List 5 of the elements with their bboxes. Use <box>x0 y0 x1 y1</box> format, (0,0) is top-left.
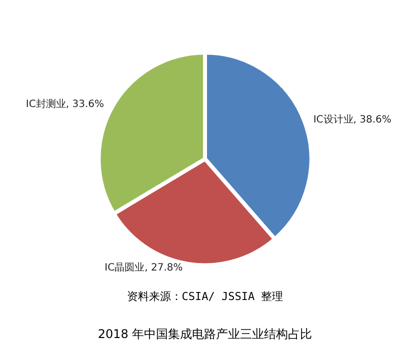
text: 资料来源：CSIA/ JSSIA 整理 <box>126 290 284 303</box>
slice-label: IC设计业, 38.6% <box>313 114 392 126</box>
text: 2018 年中国集成电路产业三业结构占比 <box>98 327 312 341</box>
slice-label: IC封测业, 33.6% <box>26 98 104 110</box>
slice-label: IC晶圆业, 27.8% <box>104 261 183 274</box>
